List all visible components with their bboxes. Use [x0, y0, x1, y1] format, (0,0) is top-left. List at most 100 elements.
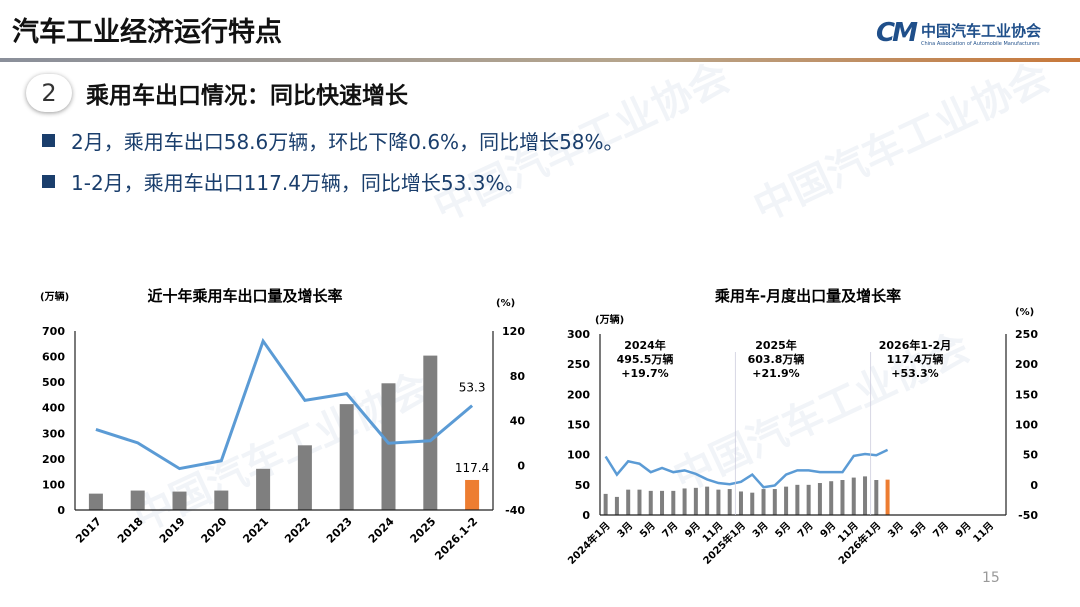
- left-tick-label: 300: [567, 328, 590, 341]
- bar: [716, 489, 721, 515]
- x-tick-label: 3月: [885, 520, 905, 540]
- year-summary-annotation: 2025年: [755, 338, 797, 352]
- x-tick-label: 11月: [971, 520, 996, 545]
- bar: [772, 489, 777, 515]
- left-tick-label: 100: [42, 478, 65, 491]
- x-tick-label: 2024: [366, 515, 397, 546]
- right-tick-label: 80: [510, 370, 526, 383]
- left-tick-label: 250: [567, 358, 590, 371]
- monthly-export-chart: 乘用车-月度出口量及增长率 (万辆) (%) 0 50 100 150 200 250 300 -5…: [565, 287, 1039, 567]
- year-summary-annotation: +21.9%: [752, 367, 799, 380]
- year-summary-annotation: 495.5万辆: [617, 352, 674, 366]
- logo-cn: 中国汽车工业协会: [920, 21, 1041, 40]
- right-tick-label: 250: [1015, 328, 1038, 341]
- year-summary-annotation: 117.4万辆: [887, 352, 944, 366]
- x-tick-label: 2023: [324, 515, 355, 546]
- section-number: 2: [26, 74, 72, 112]
- left-tick-label: 400: [42, 402, 65, 415]
- bar: [840, 480, 845, 515]
- left-tick-label: 500: [42, 376, 65, 389]
- bar: [750, 492, 755, 515]
- bar: [693, 487, 698, 515]
- logo-mark: CM: [876, 18, 918, 48]
- bar: [761, 489, 766, 515]
- bar: [829, 481, 834, 515]
- left-axis-unit: (万辆): [595, 313, 624, 326]
- growth-line: [604, 448, 889, 489]
- year-summary-annotation: +53.3%: [891, 367, 938, 380]
- growth-line: [95, 337, 474, 471]
- section-title: 乘用车出口情况：同比快速增长: [86, 83, 408, 109]
- bar: [637, 489, 642, 515]
- chart-title: 近十年乘用车出口量及增长率: [147, 287, 342, 305]
- right-tick-label: 0: [1030, 479, 1038, 492]
- x-tick-label: 2025: [408, 515, 439, 546]
- left-tick-label: 0: [582, 509, 590, 522]
- x-tick-label: 3月: [750, 520, 770, 540]
- year-summary-annotation: +19.7%: [621, 367, 668, 380]
- right-axis-unit: (%): [496, 298, 515, 309]
- x-tick-label: 5月: [637, 520, 657, 540]
- bar: [806, 484, 811, 515]
- bar: [705, 486, 710, 515]
- right-tick-label: 150: [1015, 388, 1038, 401]
- right-tick-label: 50: [1023, 449, 1039, 462]
- left-tick-label: 100: [567, 449, 590, 462]
- bar: [339, 404, 354, 510]
- bullet-text: 2月，乘用车出口58.6万辆，环比下降0.6%，同比增长58%。: [71, 130, 624, 154]
- left-tick-label: 150: [567, 419, 590, 432]
- bar: [465, 479, 480, 510]
- x-tick-label: 2022: [282, 515, 313, 546]
- bar: [603, 493, 608, 515]
- chart-title: 乘用车-月度出口量及增长率: [714, 287, 901, 305]
- bar: [660, 490, 665, 515]
- x-tick-label: 2019: [157, 515, 188, 546]
- bar: [874, 480, 879, 515]
- left-tick-label: 200: [567, 388, 590, 401]
- bar: [172, 491, 187, 510]
- right-tick-label: 40: [510, 415, 526, 428]
- bullet-square-icon: [42, 134, 55, 147]
- x-tick-label: 7月: [795, 520, 815, 540]
- bar: [256, 468, 271, 510]
- bar: [885, 479, 890, 515]
- left-tick-label: 300: [42, 427, 65, 440]
- section-heading: 2 乘用车出口情况：同比快速增长: [26, 74, 408, 112]
- right-tick-label: 120: [502, 325, 525, 338]
- x-tick-label: 2024年1月: [565, 519, 613, 567]
- right-tick-label: 100: [1015, 419, 1038, 432]
- bar: [863, 476, 868, 515]
- bar: [795, 484, 800, 515]
- bar: [648, 490, 653, 515]
- bullet-text: 1-2月，乘用车出口117.4万辆，同比增长53.3%。: [71, 171, 525, 195]
- right-tick-label: 200: [1015, 358, 1038, 371]
- bar: [614, 496, 619, 515]
- annual-export-chart: 近十年乘用车出口量及增长率(万辆)(%)01002003004005006007…: [40, 287, 526, 563]
- bar: [88, 493, 103, 510]
- bar: [851, 477, 856, 515]
- left-tick-label: 50: [575, 479, 591, 492]
- x-tick-label: 5月: [908, 520, 928, 540]
- x-tick-label: 7月: [660, 520, 680, 540]
- bar: [130, 490, 145, 510]
- left-axis-unit: (万辆): [40, 290, 69, 303]
- bar-data-label: 117.4: [455, 461, 489, 475]
- bullet-item: 1-2月，乘用车出口117.4万辆，同比增长53.3%。: [42, 167, 524, 196]
- bar: [784, 486, 789, 515]
- x-tick-label: 7月: [931, 520, 951, 540]
- x-tick-label: 3月: [615, 520, 635, 540]
- right-tick-label: -50: [1018, 509, 1038, 522]
- logo-en: China Association of Automobile Manufact…: [920, 40, 1040, 47]
- left-tick-label: 600: [42, 351, 65, 364]
- bullet-square-icon: [42, 175, 55, 188]
- bar: [423, 355, 438, 510]
- bar: [626, 489, 631, 515]
- left-tick-label: 0: [57, 504, 65, 517]
- bar: [297, 445, 312, 510]
- right-tick-label: -40: [505, 504, 525, 517]
- x-tick-label: 2020: [199, 515, 230, 546]
- line-data-label: 53.3: [459, 381, 486, 395]
- x-tick-label: 2021: [240, 515, 271, 546]
- logo: CM 中国汽车工业协会 China Association of Automob…: [876, 18, 1041, 48]
- bar: [671, 490, 676, 515]
